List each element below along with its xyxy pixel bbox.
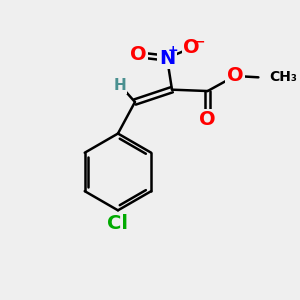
Text: −: − [195,35,205,48]
Text: +: + [168,44,178,57]
Text: Cl: Cl [107,214,128,232]
Text: N: N [159,49,175,68]
Text: H: H [113,77,126,92]
Text: CH₃: CH₃ [269,70,297,84]
Text: O: O [199,110,216,129]
Text: O: O [227,67,243,85]
Text: O: O [183,38,200,57]
Text: O: O [130,45,147,64]
